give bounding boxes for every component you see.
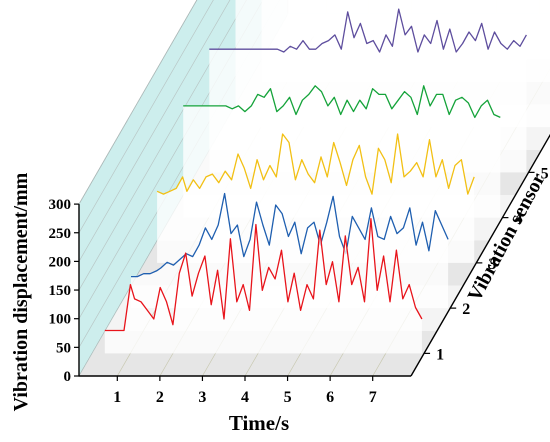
chart-series: [104, 0, 550, 354]
z-tick-label: 3: [488, 256, 496, 273]
z-tick-label: 5: [541, 165, 549, 182]
x-tick-label: 3: [198, 389, 206, 406]
x-axis-label: Time/s: [229, 411, 289, 435]
x-tick-label: 4: [241, 389, 249, 406]
y-tick-label: 300: [49, 197, 72, 213]
gridline-y: [78, 0, 264, 319]
x-tick-label: 7: [369, 389, 377, 406]
z-tick-label: 2: [462, 301, 470, 318]
z-tick-label: 1: [436, 346, 444, 363]
y-tick-labels: 0 50 100 150 200 250 300: [49, 197, 79, 385]
z-axis-line: [410, 133, 550, 377]
x-tick-labels: 1 2 3 4 5 6 7: [113, 376, 377, 406]
gridline-y: [78, 0, 231, 262]
series-line: [104, 218, 423, 332]
series-line: [156, 133, 475, 195]
y-tick-label: 0: [64, 369, 72, 385]
gridline-y: [78, 0, 198, 205]
series-line: [209, 8, 527, 53]
series-line: [183, 85, 501, 119]
series-fill: [104, 218, 422, 354]
gridline-y: [78, 0, 247, 291]
y-tick-label: 50: [56, 340, 71, 356]
x-tick-label: 2: [156, 389, 164, 406]
x-tick-label: 6: [326, 389, 334, 406]
y-tick-label: 100: [49, 312, 72, 328]
y-tick-label: 150: [49, 283, 72, 299]
series-line: [131, 192, 449, 278]
x-tick-label: 1: [113, 389, 121, 406]
x-tick-label: 5: [284, 389, 292, 406]
y-tick-label: 250: [49, 226, 72, 242]
y-axis-label: Vibration displacement/mm: [10, 172, 32, 411]
gridline-y: [78, 0, 280, 348]
series-1: [104, 218, 423, 354]
gridline-y: [78, 0, 214, 233]
z-tick-labels: 12345678: [424, 165, 549, 363]
z-tick-label: 4: [514, 211, 522, 228]
y-tick-label: 200: [49, 254, 72, 270]
